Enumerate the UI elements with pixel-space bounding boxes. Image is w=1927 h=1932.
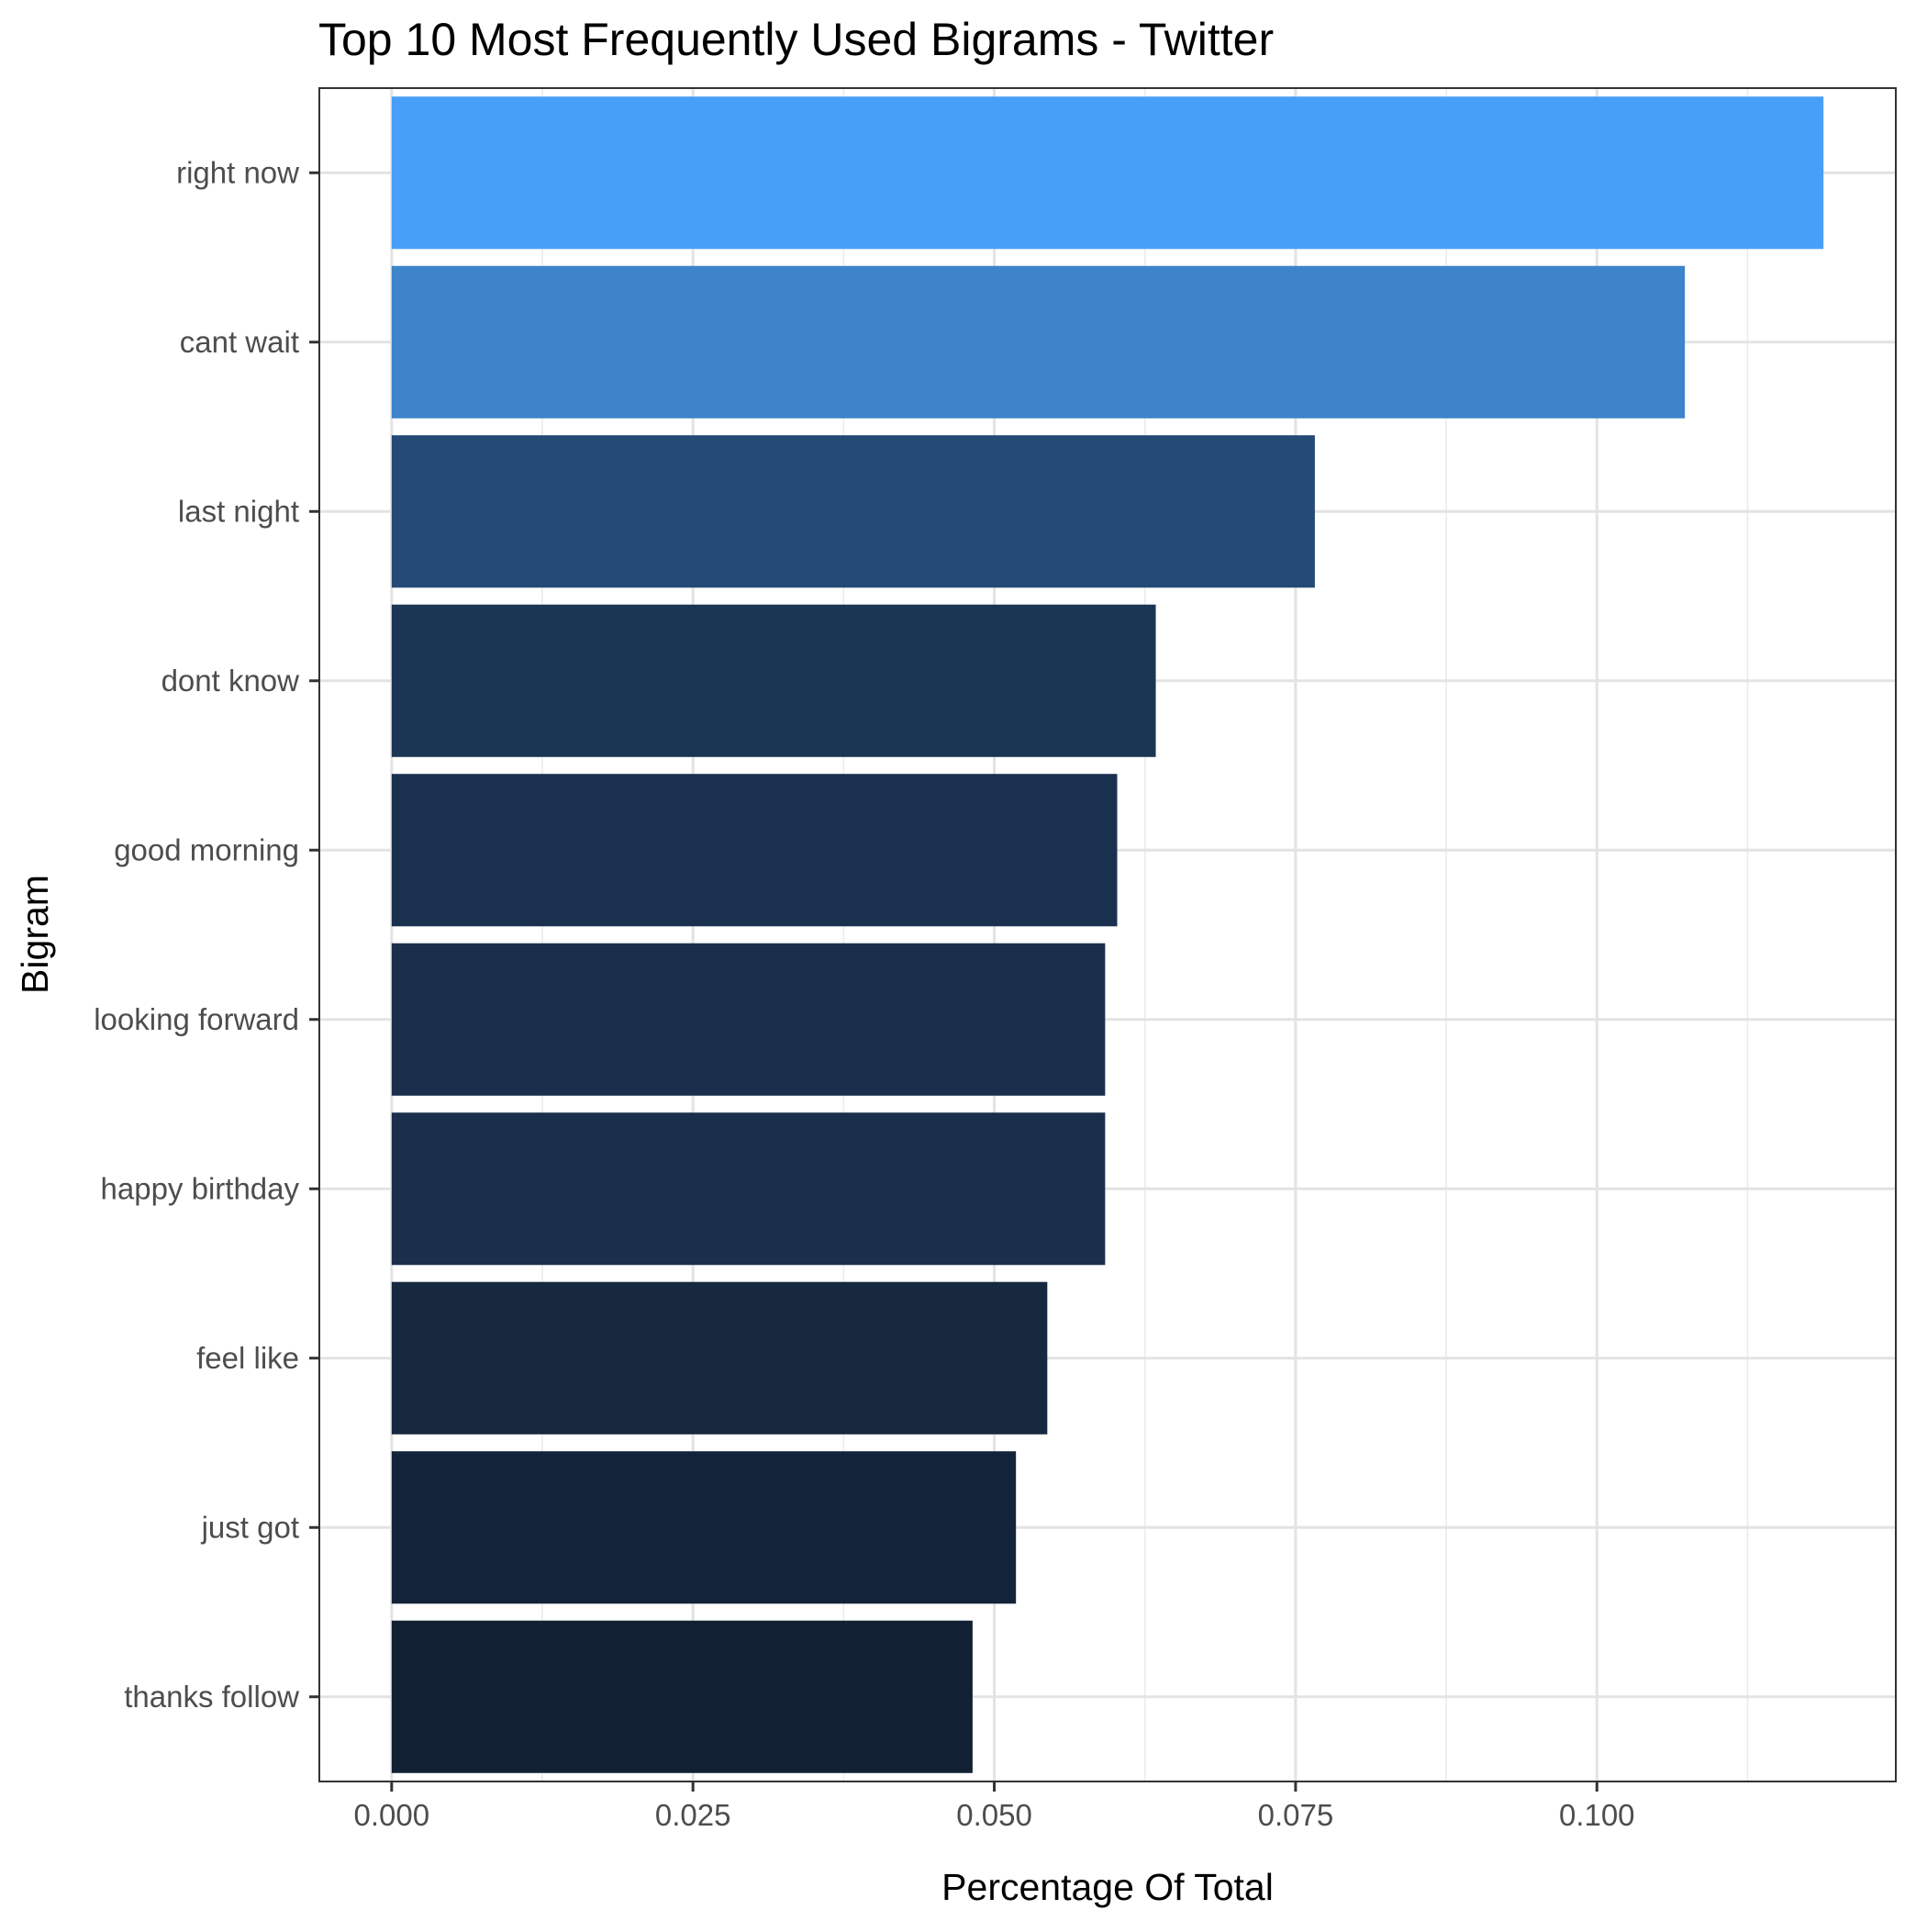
y-axis-label: Bigram bbox=[14, 875, 56, 994]
y-tick-label: feel like bbox=[196, 1341, 299, 1375]
chart-title: Top 10 Most Frequently Used Bigrams - Tw… bbox=[318, 14, 1274, 65]
bar-happy-birthday bbox=[391, 1112, 1106, 1266]
y-tick-label: happy birthday bbox=[101, 1171, 300, 1205]
y-tick-label: looking forward bbox=[94, 1002, 299, 1036]
x-tick-label: 0.100 bbox=[1559, 1798, 1635, 1832]
x-tick-label: 0.025 bbox=[655, 1798, 731, 1832]
bar-feel-like bbox=[391, 1281, 1048, 1435]
bar-right-now bbox=[391, 96, 1824, 250]
y-tick-label: just got bbox=[201, 1510, 299, 1544]
x-tick-label: 0.075 bbox=[1258, 1798, 1334, 1832]
axes: right now cant wait last night dont know goo… bbox=[94, 155, 1634, 1832]
y-tick-label: good morning bbox=[114, 832, 299, 866]
y-tick-label: cant wait bbox=[180, 325, 299, 359]
bar-dont-know bbox=[391, 604, 1156, 757]
x-tick-label: 0.050 bbox=[956, 1798, 1032, 1832]
x-tick-label: 0.000 bbox=[354, 1798, 430, 1832]
bar-looking-forward bbox=[391, 943, 1106, 1096]
bars bbox=[391, 96, 1824, 1773]
y-tick-label: right now bbox=[176, 155, 299, 189]
y-tick-label: dont know bbox=[162, 664, 300, 698]
y-tick-label: thanks follow bbox=[124, 1680, 299, 1714]
plot-border bbox=[318, 87, 1897, 1782]
x-axis-label: Percentage Of Total bbox=[941, 1866, 1274, 1908]
bar-thanks-follow bbox=[391, 1620, 973, 1773]
y-tick-label: last night bbox=[178, 494, 299, 528]
bar-last-night bbox=[391, 435, 1315, 588]
bar-good-morning bbox=[391, 774, 1118, 927]
bar-just-got bbox=[391, 1451, 1017, 1604]
bar-cant-wait bbox=[391, 265, 1686, 419]
